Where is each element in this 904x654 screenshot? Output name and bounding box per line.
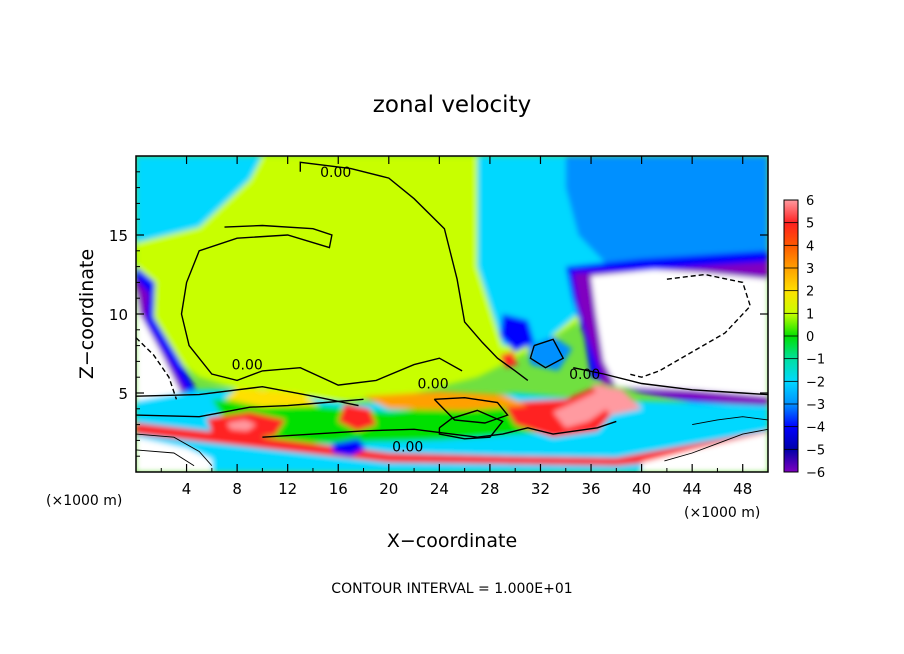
x-tick-label: 28 bbox=[480, 480, 499, 498]
field-region-surface-red-band bbox=[136, 423, 768, 466]
x-tick-label: 12 bbox=[278, 480, 297, 498]
y-axis-ticks: 5 10 15 bbox=[109, 171, 768, 457]
field-region-mid-white-core bbox=[553, 386, 612, 428]
contour-label: 0.00 bbox=[320, 165, 351, 181]
chart-title: zonal velocity bbox=[373, 92, 531, 118]
field-region-left-undefined bbox=[136, 288, 187, 408]
contour-line bbox=[438, 409, 504, 440]
colorbar-label: 3 bbox=[806, 262, 814, 277]
x-tick-label: 32 bbox=[531, 480, 550, 498]
contour-line bbox=[628, 273, 752, 378]
contour-line bbox=[664, 428, 768, 462]
contour-line bbox=[529, 338, 565, 369]
field-region-yellow-band-mid bbox=[363, 391, 528, 411]
contour-line bbox=[433, 396, 509, 424]
colorbar: 6 5 4 3 2 1 0 −1 −2 −3 −4 −5 −6 bbox=[783, 194, 825, 481]
y-tick-label: 5 bbox=[118, 385, 128, 403]
contour-line bbox=[262, 420, 617, 438]
contour-lines bbox=[136, 161, 768, 467]
x-tick-label: 24 bbox=[430, 480, 449, 498]
x-tick-label: 36 bbox=[581, 480, 600, 498]
colorbar-segment bbox=[784, 222, 798, 246]
contour-label: 0.00 bbox=[232, 358, 263, 374]
y-tick-label: 10 bbox=[109, 306, 128, 324]
x-tick-label: 40 bbox=[632, 480, 651, 498]
contour-label: 0.00 bbox=[569, 367, 600, 383]
field-region-blue-blob-32 bbox=[527, 336, 573, 371]
colorbar-label: −4 bbox=[806, 421, 825, 436]
field-region-left-white-core bbox=[227, 419, 257, 431]
colorbar-label: 4 bbox=[806, 239, 814, 254]
field-region-outer-left-cyan bbox=[136, 156, 263, 243]
colorbar-label: −2 bbox=[806, 375, 825, 390]
field-region-right-blue bbox=[565, 156, 768, 275]
field-region-surface-undefined bbox=[136, 437, 212, 472]
field-region-center-red-blob bbox=[338, 404, 377, 431]
colorbar-label: −1 bbox=[806, 353, 825, 368]
field-region-right-white-core bbox=[591, 383, 642, 416]
colorbar-segment bbox=[784, 245, 798, 269]
contour-line bbox=[180, 224, 463, 386]
colorbar-label: 5 bbox=[806, 217, 814, 232]
x-axis-label: X−coordinate bbox=[387, 530, 517, 552]
contour-label: 0.00 bbox=[392, 440, 423, 456]
field-region-blue-blob-16 bbox=[331, 438, 366, 457]
colorbar-segment bbox=[784, 358, 798, 382]
contour-line bbox=[136, 398, 364, 418]
contour-line bbox=[136, 433, 213, 466]
colorbar-segment bbox=[784, 268, 798, 292]
colorbar-label: 2 bbox=[806, 285, 814, 300]
field-region-lower-green-band bbox=[211, 399, 592, 444]
colorbar-segment bbox=[784, 381, 798, 405]
colorbar-label: 0 bbox=[806, 330, 814, 345]
contour-line bbox=[136, 337, 178, 400]
x-tick-label: 4 bbox=[182, 480, 192, 498]
contour-label: 0.00 bbox=[417, 377, 448, 393]
colorbar-segment bbox=[784, 313, 798, 337]
x-axis-ticks: 4 8 12 16 20 24 28 32 36 40 44 48 bbox=[160, 156, 752, 498]
contour-line bbox=[573, 367, 768, 396]
colorbar-segment bbox=[784, 290, 798, 314]
colorbar-label: 1 bbox=[806, 307, 814, 322]
x-tick-label: 20 bbox=[379, 480, 398, 498]
contour-line bbox=[136, 385, 359, 407]
x-tick-label: 48 bbox=[733, 480, 752, 498]
contour-line bbox=[692, 416, 768, 426]
y-tick-label: 15 bbox=[109, 227, 128, 245]
colorbar-segment bbox=[784, 449, 798, 473]
contour-labels: 0.00 0.00 0.00 0.00 0.00 bbox=[232, 165, 601, 456]
z-unit-label: (×1000 m) bbox=[46, 493, 122, 509]
field-region-right-undefined bbox=[591, 269, 768, 397]
field-region-blue-blob-30 bbox=[500, 314, 535, 352]
contour-line bbox=[136, 449, 195, 467]
field-region-right-surface-undefined bbox=[641, 432, 768, 472]
velocity-field bbox=[136, 156, 768, 472]
colorbar-segment bbox=[784, 336, 798, 360]
x-tick-label: 44 bbox=[683, 480, 702, 498]
x-tick-label: 16 bbox=[329, 480, 348, 498]
colorbar-segment bbox=[784, 404, 798, 428]
x-unit-label: (×1000 m) bbox=[684, 505, 760, 521]
colorbar-label: −5 bbox=[806, 443, 825, 458]
colorbar-segment bbox=[784, 426, 798, 450]
contour-line bbox=[299, 161, 529, 381]
y-axis-label: Z−coordinate bbox=[76, 249, 98, 379]
colorbar-segment bbox=[784, 200, 798, 224]
colorbar-label: −3 bbox=[806, 398, 825, 413]
colorbar-label: −6 bbox=[806, 466, 825, 481]
contour-interval-footer: CONTOUR INTERVAL = 1.000E+01 bbox=[331, 581, 572, 597]
x-tick-label: 8 bbox=[232, 480, 242, 498]
colorbar-label: 6 bbox=[806, 194, 814, 209]
